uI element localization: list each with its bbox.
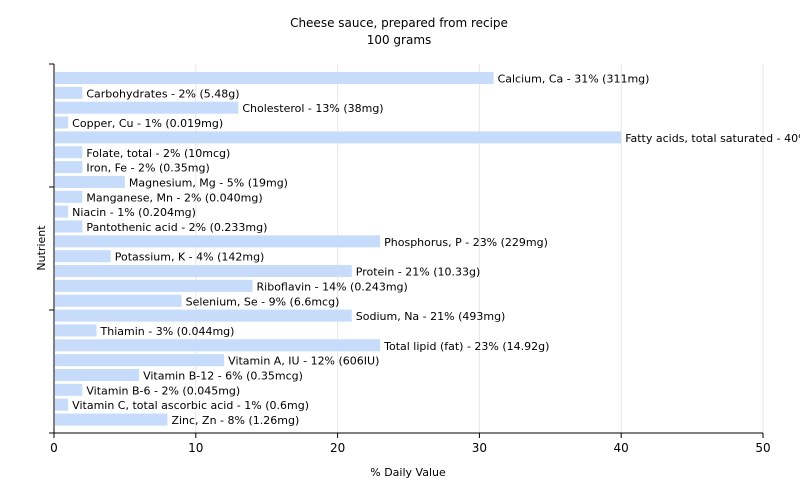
bar xyxy=(55,161,83,174)
bar-label: Total lipid (fat) - 23% (14.92g) xyxy=(383,340,549,353)
bar-label: Riboflavin - 14% (0.243mg) xyxy=(257,280,408,293)
x-tick-label: 30 xyxy=(472,441,487,455)
bar-label: Vitamin A, IU - 12% (606IU) xyxy=(228,355,379,368)
bar xyxy=(55,398,69,411)
bar-label: Fatty acids, total saturated - 40% (8.03… xyxy=(625,132,800,145)
bar xyxy=(55,279,253,292)
bar xyxy=(55,175,125,188)
x-tick-label: 20 xyxy=(330,441,345,455)
bar-label: Protein - 21% (10.33g) xyxy=(356,266,481,279)
x-ticks: 0 10 20 30 40 50 xyxy=(50,433,771,455)
bar xyxy=(55,413,168,426)
bar xyxy=(55,205,69,218)
bar xyxy=(55,294,182,307)
bar-label: Folate, total - 2% (10mcg) xyxy=(86,147,230,160)
bar xyxy=(55,131,622,144)
bar xyxy=(55,339,381,352)
axes xyxy=(53,64,763,434)
bar xyxy=(55,369,140,381)
bar-label: Selenium, Se - 9% (6.6mcg) xyxy=(186,295,340,308)
x-axis-label: % Daily Value xyxy=(370,466,446,479)
bar-label: Vitamin B-12 - 6% (0.35mcg) xyxy=(143,370,303,383)
bar xyxy=(55,72,494,84)
bar-label: Phosphorus, P - 23% (229mg) xyxy=(384,236,548,249)
bar-labels-group: Calcium, Ca - 31% (311mg) Carbohydrates -… xyxy=(72,73,800,428)
bar xyxy=(55,265,352,278)
bar xyxy=(55,86,83,99)
x-tick-label: 50 xyxy=(755,441,770,455)
bar-label: Calcium, Ca - 31% (311mg) xyxy=(498,73,650,86)
bar-label: Vitamin B-6 - 2% (0.045mg) xyxy=(86,384,240,397)
bar-label: Thiamin - 3% (0.044mg) xyxy=(100,325,235,338)
bars-group xyxy=(55,72,622,426)
bar xyxy=(55,146,83,159)
x-tick-label: 40 xyxy=(614,441,629,455)
bar-label: Manganese, Mn - 2% (0.040mg) xyxy=(86,191,262,204)
bar xyxy=(55,324,97,337)
bar-label: Iron, Fe - 2% (0.35mg) xyxy=(86,162,209,175)
chart-subtitle: 100 grams xyxy=(367,33,432,47)
bar xyxy=(55,101,239,114)
bar-label: Zinc, Zn - 8% (1.26mg) xyxy=(171,414,299,427)
y-ticks xyxy=(49,63,54,434)
bar-label: Niacin - 1% (0.204mg) xyxy=(72,206,196,219)
gridlines xyxy=(195,64,764,433)
bar xyxy=(55,354,225,367)
bar-label: Vitamin C, total ascorbic acid - 1% (0.6… xyxy=(72,399,309,412)
bar xyxy=(55,116,69,129)
bar xyxy=(55,383,83,396)
bar xyxy=(55,309,352,322)
bar-label: Pantothenic acid - 2% (0.233mg) xyxy=(86,221,267,234)
x-tick-label: 0 xyxy=(50,441,58,455)
y-axis-label: Nutrient xyxy=(35,225,48,271)
x-tick-label: 10 xyxy=(188,441,203,455)
bar-label: Copper, Cu - 1% (0.019mg) xyxy=(72,117,223,130)
chart-title: Cheese sauce, prepared from recipe xyxy=(290,16,508,30)
bar-label: Cholesterol - 13% (38mg) xyxy=(242,102,383,115)
bar xyxy=(55,250,111,263)
bar-label: Potassium, K - 4% (142mg) xyxy=(115,251,265,264)
bar xyxy=(55,220,83,233)
bar xyxy=(55,235,381,248)
bar-label: Carbohydrates - 2% (5.48g) xyxy=(86,87,239,100)
bar-label: Sodium, Na - 21% (493mg) xyxy=(356,310,506,323)
bar-label: Magnesium, Mg - 5% (19mg) xyxy=(129,176,288,189)
bar xyxy=(55,190,83,203)
